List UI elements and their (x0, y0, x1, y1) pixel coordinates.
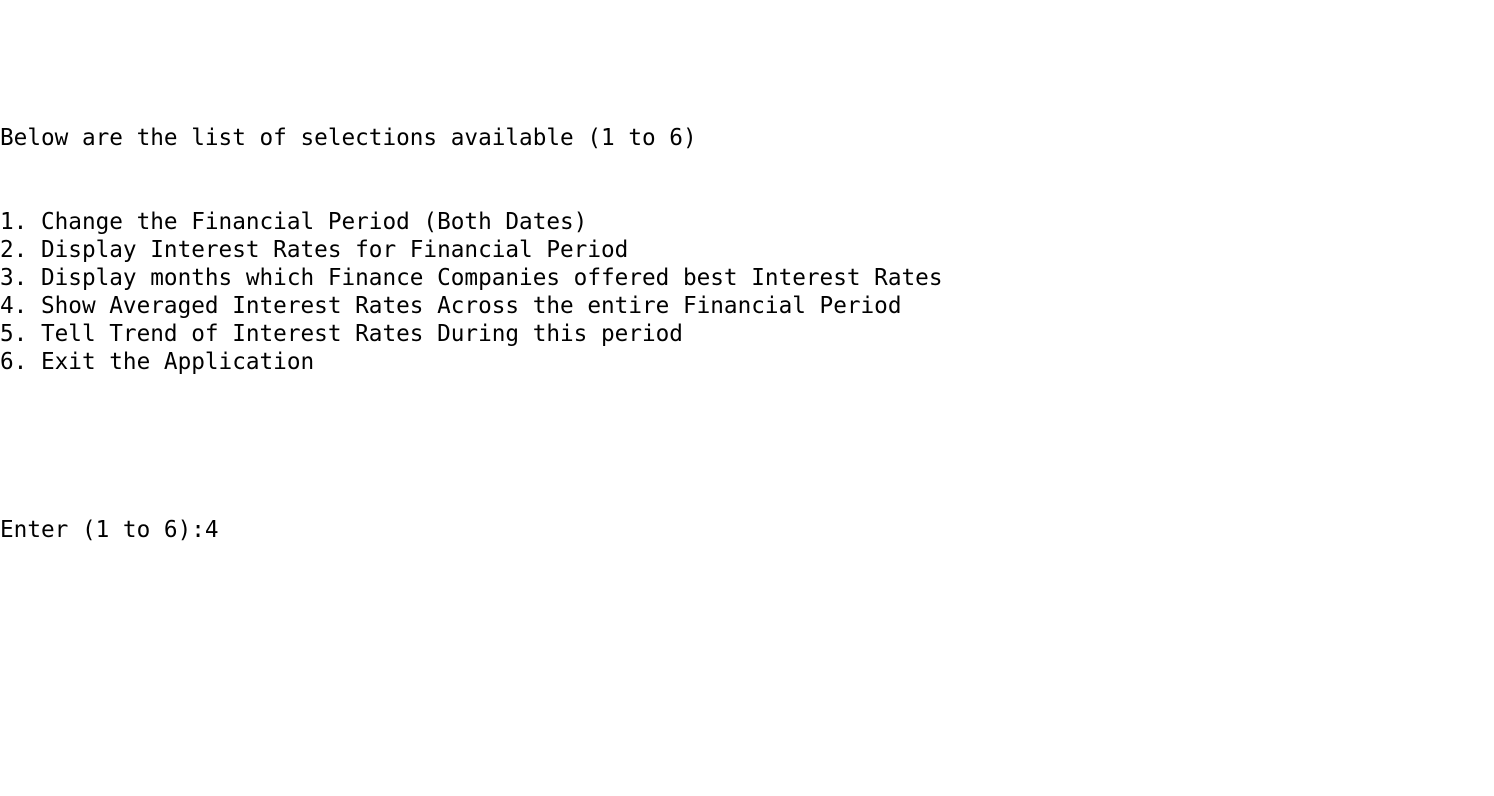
prompt: Enter (1 to 6): (0, 517, 205, 543)
menu-option: 4. Show Averaged Interest Rates Across t… (0, 293, 902, 319)
menu-header: Below are the list of selections availab… (0, 125, 697, 151)
menu-options: 1. Change the Financial Period (Both Dat… (0, 208, 1494, 376)
menu-option: 3. Display months which Finance Companie… (0, 265, 943, 291)
menu: Below are the list of selections availab… (0, 68, 1494, 600)
prompt-line: Enter (1 to 6):4 (0, 516, 1494, 544)
result: Result : The overall interest rate avera… (0, 768, 1494, 796)
menu-option: 5. Tell Trend of Interest Rates During t… (0, 321, 683, 347)
menu-option: 1. Change the Financial Period (Both Dat… (0, 209, 588, 235)
menu-option: 6. Exit the Application (0, 349, 315, 375)
menu-option: 2. Display Interest Rates for Financial … (0, 237, 629, 263)
user-input: 4 (204, 517, 219, 543)
